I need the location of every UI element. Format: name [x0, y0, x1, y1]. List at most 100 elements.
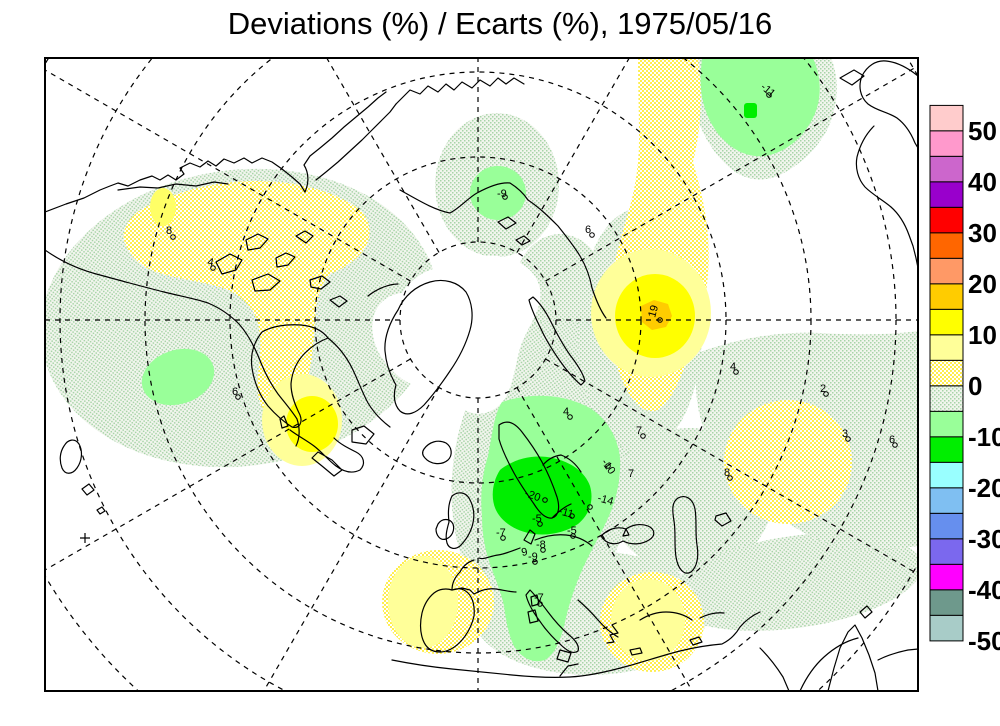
- coastline-hudson-bay: [250, 324, 329, 429]
- coastline-turkey-aegean: [639, 611, 725, 646]
- station-circle-marker: [540, 547, 546, 553]
- legend-tick-label: -50: [968, 626, 1000, 656]
- coastline-greenland: [367, 279, 473, 415]
- coastline-pacific-islands: [59, 439, 106, 515]
- coastline-alaska-north: [46, 157, 306, 213]
- station-circle-marker: [570, 533, 576, 539]
- station-value-label: 7: [628, 468, 634, 480]
- station-markers: [80, 92, 898, 607]
- coastline-europe-west: [451, 547, 521, 591]
- station-value-label: 6: [232, 386, 238, 398]
- station-circle-marker: [766, 92, 772, 98]
- station-circle-marker: [640, 433, 646, 439]
- station-circle-marker: [210, 265, 216, 271]
- legend-band: [929, 155, 964, 183]
- station-value-label: 8: [724, 467, 730, 479]
- legend-band: [929, 563, 964, 591]
- coastline-canadian-archipelago: [215, 230, 348, 308]
- legend-band: [929, 385, 964, 412]
- coastline-denmark-baltic: [523, 529, 593, 547]
- station-circle-marker: [537, 601, 543, 607]
- station-value-label: -8: [536, 539, 546, 551]
- legend-tick-label: 40: [968, 167, 997, 197]
- coastline-great-britain: [445, 492, 475, 549]
- coastline-bering-west: [315, 103, 397, 181]
- station-value-labels: 19846-9-116-20-11-14-10-5-7-8-9-59-74772…: [166, 81, 895, 604]
- coastline-alaska-lagoon: [117, 181, 229, 191]
- station-circle-marker: [605, 463, 611, 469]
- station-circle-marker: [845, 436, 851, 442]
- coastline-russia-arctic: [395, 77, 525, 105]
- longitude-meridian: [46, 69, 411, 282]
- station-value-label: -5: [567, 525, 577, 537]
- legend-tick-label: 50: [968, 116, 997, 146]
- longitude-meridian: [326, 59, 440, 253]
- coastline-balkans-greece: [577, 599, 643, 656]
- legend-band: [929, 206, 964, 234]
- coastline-alaska-south: [46, 249, 300, 447]
- legend-band: [929, 130, 964, 157]
- legend-tick-label: -20: [968, 473, 1000, 503]
- station-value-label: -20: [523, 488, 542, 505]
- station-circle-marker: [532, 559, 538, 565]
- station-circle-marker: [823, 391, 829, 397]
- legend-tick-label: 10: [968, 320, 997, 350]
- region-no-data-polar-hole: [372, 255, 541, 414]
- station-value-label: -7: [496, 527, 506, 539]
- station-circle-marker: [657, 317, 663, 323]
- legend-band: [929, 614, 964, 642]
- station-value-label: 19: [646, 304, 661, 319]
- station-value-label: -9: [528, 551, 538, 563]
- legend-band: [929, 104, 964, 132]
- station-value-label: 4: [730, 361, 736, 373]
- coastline-gulf-st-lawrence: [289, 425, 375, 477]
- longitude-meridian: [516, 387, 693, 690]
- legend-band: [929, 461, 964, 489]
- coastline-kara-sea: [399, 182, 529, 214]
- coastline-black-sea: [600, 523, 655, 545]
- coastline-caspian-aral: [672, 496, 732, 574]
- station-value-label: -14: [596, 492, 614, 508]
- legend-tick-label: -30: [968, 524, 1000, 554]
- coastline-france-med: [473, 588, 517, 595]
- station-circle-marker: [569, 513, 575, 519]
- legend-band: [929, 359, 964, 387]
- station-value-label: 2: [820, 383, 826, 395]
- legend-band: [929, 512, 964, 540]
- station-circle-marker: [235, 394, 241, 400]
- legend-band: [929, 232, 964, 259]
- coastline-kamchatka-okhotsk: [839, 60, 917, 267]
- legend-band: [929, 283, 964, 310]
- legend-tick-label: 0: [968, 371, 982, 401]
- legend-band: [929, 436, 964, 463]
- station-value-label: -5: [532, 513, 542, 525]
- legend-band: [929, 334, 964, 361]
- legend-band: [929, 181, 964, 208]
- station-value-label: 4: [563, 406, 569, 418]
- region-positive-anomalies: [150, 188, 711, 661]
- station-value-label: 9: [520, 546, 528, 559]
- coastline-labrador: [327, 337, 391, 428]
- station-value-label: -9: [497, 188, 507, 200]
- coastlines: [46, 60, 917, 690]
- legend-tick-label: 30: [968, 218, 997, 248]
- coastline-iceland: [422, 440, 452, 465]
- legend-band: [929, 257, 964, 285]
- station-circle-marker: [892, 442, 898, 448]
- station-circle-marker: [542, 497, 548, 503]
- station-value-label: 8: [166, 225, 172, 237]
- region-negative-anomalies: [141, 59, 820, 662]
- station-circle-marker: [587, 504, 593, 510]
- map-frame: [44, 57, 919, 692]
- legend-band: [929, 410, 964, 438]
- coastline-north-africa: [391, 611, 761, 678]
- longitude-meridian: [263, 387, 440, 690]
- legend-color-scale: [929, 104, 964, 642]
- legend-band: [929, 308, 964, 336]
- coastline-iberia: [420, 587, 475, 653]
- coastline-scandinavia: [498, 421, 582, 519]
- longitude-meridian: [46, 358, 411, 571]
- coastline-taymyr: [527, 199, 607, 319]
